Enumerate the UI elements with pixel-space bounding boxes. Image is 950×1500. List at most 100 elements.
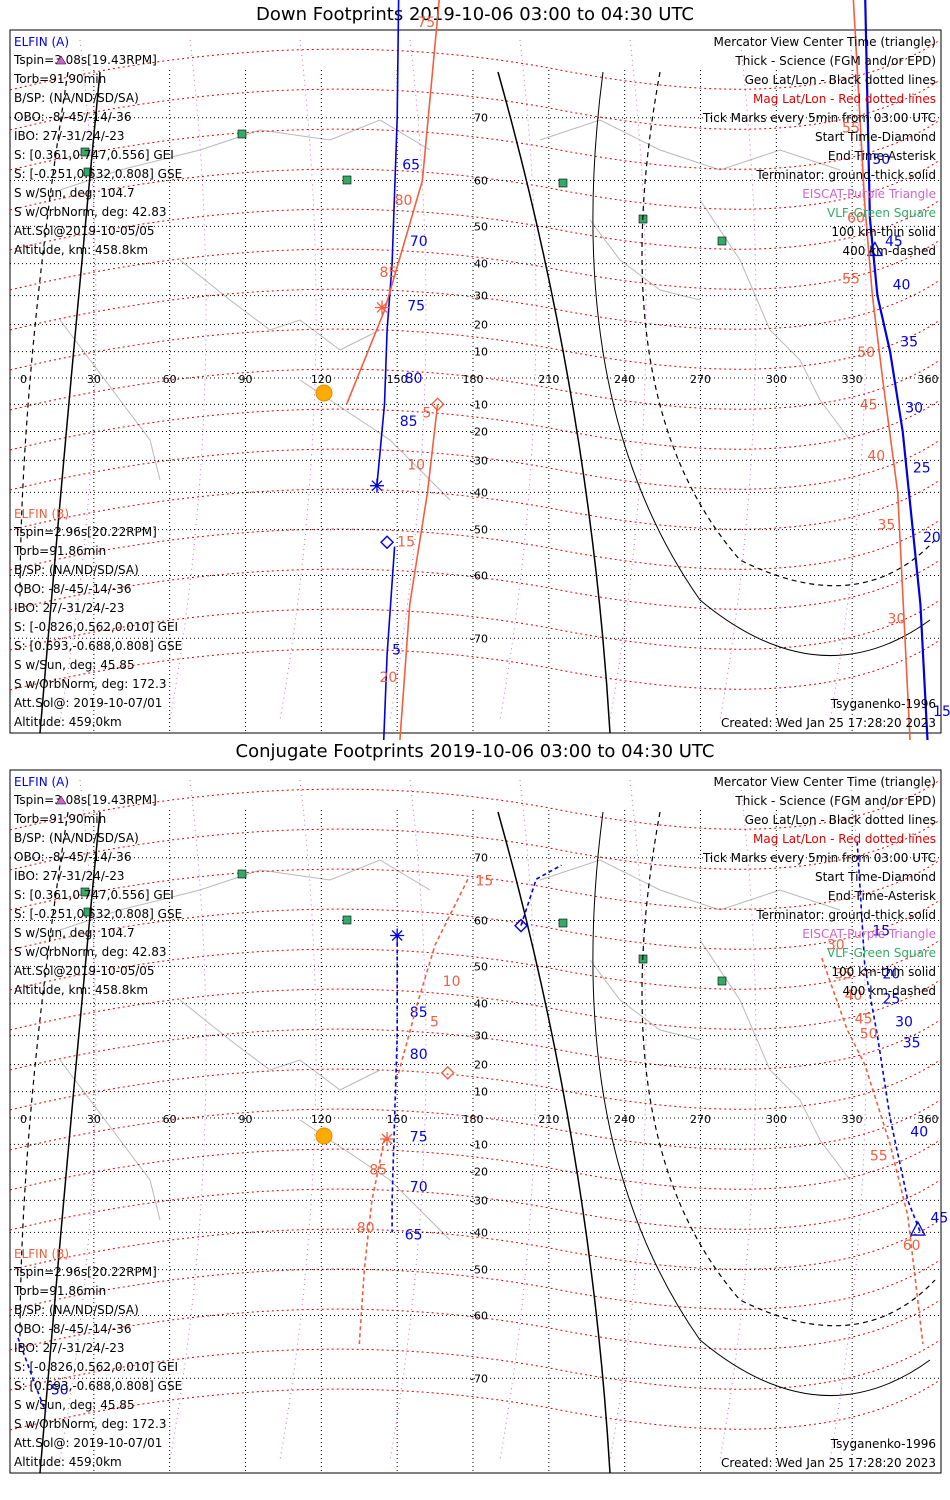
track-tick-label: 40 bbox=[893, 277, 911, 293]
elfin-b-info-line: S: [-0.826,0.562,0.010] GEI bbox=[14, 620, 178, 634]
elfin-a-info-line: S w/Sun, deg: 104.7 bbox=[14, 186, 135, 200]
legend-entry: Mercator View Center Time (triangle) bbox=[714, 775, 936, 789]
track-tick-label: 55 bbox=[870, 1148, 888, 1164]
track-tick-label: 35 bbox=[903, 1035, 921, 1051]
x-tick-label: 330 bbox=[842, 1113, 863, 1126]
elfin-a-info-line: S w/OrbNorm, deg: 42.83 bbox=[14, 205, 166, 219]
mag-lat-line bbox=[9, 439, 941, 491]
coastline-5 bbox=[59, 319, 161, 481]
vlf-station-square bbox=[342, 175, 352, 185]
vlf-station-square bbox=[717, 976, 727, 986]
mag-lat-line bbox=[9, 1219, 941, 1271]
terminator-400km-2 bbox=[641, 811, 936, 1327]
track-tick-label: 30 bbox=[905, 400, 923, 416]
vlf-station-square bbox=[237, 129, 247, 139]
terminator-ground bbox=[39, 811, 101, 1474]
mag-lat-line bbox=[9, 279, 941, 331]
x-tick-label: 0 bbox=[20, 373, 27, 386]
mag-lat-line bbox=[9, 159, 941, 211]
elfin-a-info-line: S: [-0.251,0.532,0.808] GSE bbox=[14, 907, 182, 921]
elfin-b-title: ELFIN (B) bbox=[14, 507, 69, 521]
coastline-3 bbox=[539, 119, 841, 171]
mag-lat-line bbox=[9, 79, 941, 131]
mag-lat-line bbox=[9, 39, 941, 91]
y-tick-label: 20 bbox=[474, 1059, 488, 1072]
track-tick-label: 50 bbox=[860, 1027, 878, 1043]
y-tick-label: -20 bbox=[470, 1165, 488, 1178]
x-tick-label: 150 bbox=[387, 373, 408, 386]
track-tick-label: 30 bbox=[895, 1014, 913, 1030]
mag-lon-line bbox=[279, 779, 317, 1461]
x-tick-label: 90 bbox=[239, 373, 253, 386]
sun-icon bbox=[315, 1127, 333, 1145]
track-tick-label: 15 bbox=[933, 704, 950, 720]
elfin-b-info-line: OBO: -8/-45/-14/-36 bbox=[14, 582, 131, 596]
mag-lat-line bbox=[9, 559, 941, 611]
x-tick-label: 300 bbox=[766, 373, 787, 386]
vlf-station-square bbox=[80, 147, 90, 157]
x-tick-label: 30 bbox=[87, 1113, 101, 1126]
track-tick-label: 60 bbox=[847, 210, 865, 226]
elfin-a-info-line: S: [0.361,0.747,0.556] GEI bbox=[14, 148, 174, 162]
mag-lat-line bbox=[9, 859, 941, 911]
legend-entry: Mag Lat/Lon - Red dotted lines bbox=[753, 92, 936, 106]
mag-lat-line bbox=[9, 399, 941, 451]
end-time-asterisk bbox=[369, 478, 384, 493]
elfin-a-info-line: S w/OrbNorm, deg: 42.83 bbox=[14, 945, 166, 959]
mag-lon-line bbox=[169, 39, 207, 721]
terminator-100km bbox=[592, 71, 931, 656]
elfin-a-info-line: Tspin=3.08s[19.43RPM] bbox=[13, 53, 157, 67]
vlf-station-square bbox=[83, 907, 93, 917]
coastline-4 bbox=[699, 939, 851, 1181]
x-tick-label: 180 bbox=[463, 373, 484, 386]
legend-entry: Mercator View Center Time (triangle) bbox=[714, 35, 936, 49]
y-tick-label: 70 bbox=[474, 852, 488, 865]
mag-lat-line bbox=[9, 359, 941, 411]
mag-lat-line bbox=[9, 479, 941, 531]
legend-entry: Thick - Science (FGM and/or EPD) bbox=[734, 794, 936, 808]
elfin-b-info-line: Tspin=2.96s[20.22RPM] bbox=[13, 1265, 157, 1279]
legend-entry: Geo Lat/Lon - Black dotted lines bbox=[745, 813, 936, 827]
track-tick-label: 15 bbox=[397, 535, 415, 551]
elfin-b-info-line: Torb=91.86min bbox=[13, 1284, 106, 1298]
track-tick-label: 80 bbox=[395, 193, 413, 209]
legend-entry: 100 km-thin solid bbox=[831, 965, 936, 979]
y-tick-label: -70 bbox=[470, 1372, 488, 1385]
mag-lat-line bbox=[9, 319, 941, 371]
coastline-5 bbox=[59, 1059, 161, 1221]
mag-lat-line bbox=[9, 519, 941, 571]
legend-entry: Terminator: ground-thick solid bbox=[755, 168, 936, 182]
mag-lat-line bbox=[9, 819, 941, 871]
end-time-asterisk bbox=[390, 928, 405, 943]
track-tick-label: 85 bbox=[369, 1162, 387, 1178]
elfin-a-info-line: Att.Sol@2019-10-05/05 bbox=[14, 224, 155, 238]
elfin-b-info-line: Altitude: 459.0km bbox=[14, 1455, 122, 1469]
track-tick-label: 5 bbox=[422, 406, 431, 422]
mag-lat-line bbox=[9, 899, 941, 951]
elfin-b-info-line: Torb=91.86min bbox=[13, 544, 106, 558]
elfin-a-info-line: S: [-0.251,0.532,0.808] GSE bbox=[14, 167, 182, 181]
legend-entry: 100 km-thin solid bbox=[831, 225, 936, 239]
elfin-a-info-line: OBO: -8/-45/-14/-36 bbox=[14, 850, 131, 864]
footprint-track bbox=[396, 878, 469, 1079]
mag-lon-line bbox=[719, 39, 757, 721]
track-tick-label: 75 bbox=[417, 15, 435, 31]
y-tick-label: 70 bbox=[474, 112, 488, 125]
conjugate-footprints-map: 0 30 60 90 120 150 180 210 240 270 300 330 360 70 60 50… bbox=[9, 769, 948, 1474]
mag-lat-line bbox=[9, 1019, 941, 1071]
mag-lon-line bbox=[829, 779, 867, 1461]
track-tick-label: 5 bbox=[430, 1014, 439, 1030]
mag-lon-line bbox=[389, 39, 427, 721]
mag-lat-line bbox=[9, 1179, 941, 1231]
y-tick-label: 60 bbox=[474, 914, 488, 927]
x-tick-label: 60 bbox=[163, 1113, 177, 1126]
legend-entry: End Time-Asterisk bbox=[828, 149, 936, 163]
track-tick-label: 80 bbox=[357, 1220, 375, 1236]
mag-lat-line bbox=[9, 119, 941, 171]
y-tick-label: 40 bbox=[474, 998, 488, 1011]
mag-lon-line bbox=[279, 39, 317, 721]
legend-entry: EISCAT-Purple Triangle bbox=[802, 927, 936, 941]
legend-entry: 400 km-dashed bbox=[842, 244, 936, 258]
plot-frame bbox=[9, 29, 942, 734]
mag-lat-line bbox=[9, 639, 941, 691]
